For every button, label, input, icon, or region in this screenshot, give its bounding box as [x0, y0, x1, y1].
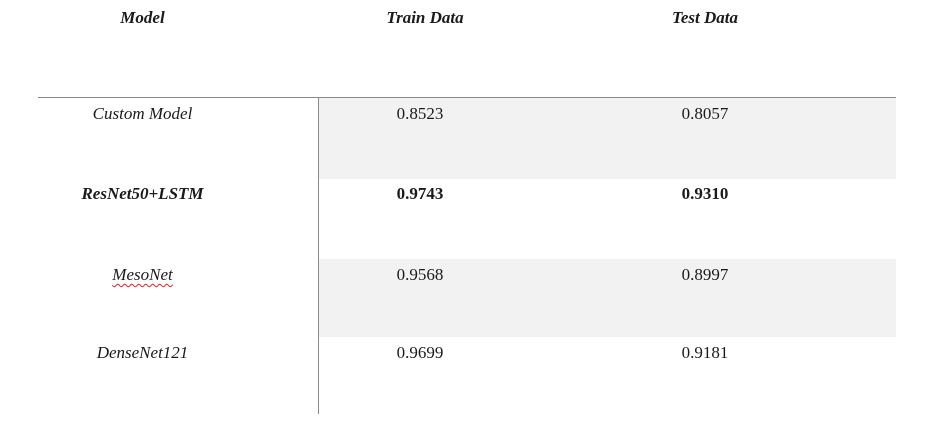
header-train-data: Train Data	[386, 8, 464, 27]
row-shading	[319, 98, 896, 179]
cell-test: 0.9181	[681, 343, 729, 362]
header-divider	[38, 97, 896, 98]
cell-test: 0.9310	[681, 184, 729, 203]
cell-test: 0.8997	[681, 265, 729, 284]
cell-model: ResNet50+LSTM	[81, 184, 204, 203]
header-test-data: Test Data	[672, 8, 738, 27]
cell-train: 0.9699	[396, 343, 444, 362]
cell-train: 0.8523	[396, 104, 444, 123]
cell-train: 0.9568	[396, 265, 444, 284]
spellcheck-underlined-text: MesoNet	[112, 265, 173, 284]
cell-model: DenseNet121	[96, 343, 189, 362]
cell-model: MesoNet	[40, 265, 245, 285]
cell-train: 0.9743	[396, 184, 444, 203]
header-model: Model	[120, 8, 165, 27]
cell-model: Custom Model	[92, 104, 193, 123]
cell-test: 0.8057	[681, 104, 729, 123]
column-divider	[318, 97, 319, 414]
row-shading	[319, 259, 896, 337]
